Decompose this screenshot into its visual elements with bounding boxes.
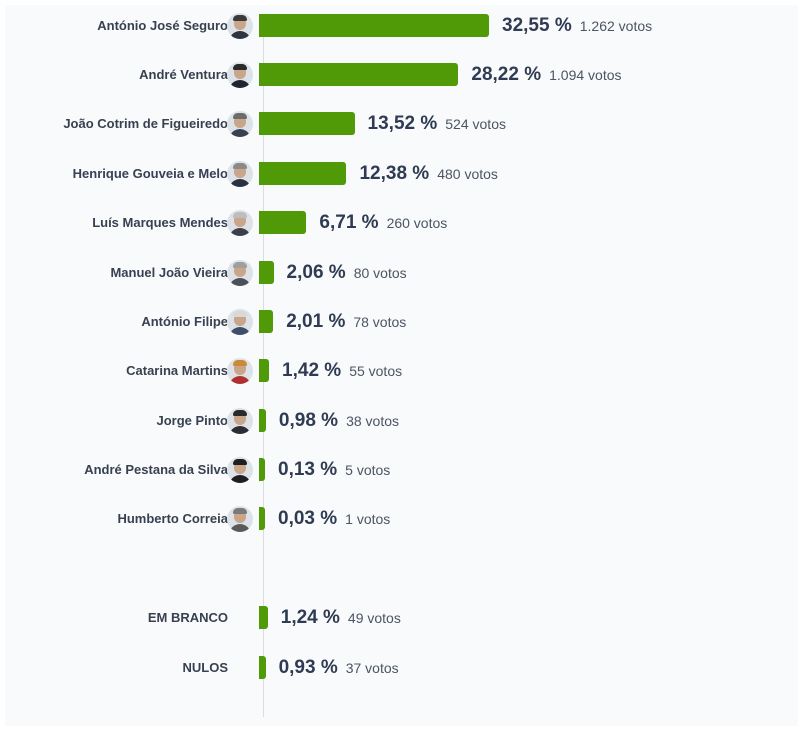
- percent-label: 2,06 %: [286, 262, 346, 283]
- votes-label: 80 votos: [353, 265, 407, 281]
- percent-label: 12,38 %: [359, 163, 430, 184]
- candidate-name: NULOS: [182, 660, 229, 675]
- votes-label: 524 votos: [445, 116, 506, 132]
- result-bar: [259, 112, 355, 135]
- candidate-photo: [227, 506, 253, 532]
- result-labels: 28,22 % 1.094 votos: [471, 55, 621, 95]
- result-bar: [259, 606, 268, 629]
- percent-label: 13,52 %: [367, 113, 438, 134]
- candidate-name: Humberto Correia: [117, 511, 228, 526]
- result-labels: 1,42 % 55 votos: [282, 351, 402, 391]
- candidate-photo: [227, 358, 253, 384]
- result-row: João Cotrim de Figueiredo 13,52 % 524 voto…: [5, 104, 798, 144]
- percent-label: 1,24 %: [280, 607, 340, 628]
- result-row: NULOS 0,93 % 37 votos: [5, 648, 798, 688]
- result-labels: 0,98 % 38 votos: [279, 401, 399, 441]
- result-bar: [259, 261, 274, 284]
- results-panel: António José Seguro 32,55 % 1.262 votos And…: [5, 5, 798, 726]
- result-bar: [259, 656, 266, 679]
- candidate-photo: [227, 260, 253, 286]
- candidate-name: Luís Marques Mendes: [92, 215, 228, 230]
- candidate-photo: [227, 408, 253, 434]
- votes-label: 38 votos: [346, 413, 400, 429]
- result-row: Jorge Pinto 0,98 % 38 votos: [5, 401, 798, 441]
- result-row: Luís Marques Mendes 6,71 % 260 votos: [5, 203, 798, 243]
- result-bar: [259, 458, 265, 481]
- candidate-name: Catarina Martins: [126, 363, 228, 378]
- result-row: Manuel João Vieira 2,06 % 80 votos: [5, 253, 798, 293]
- candidate-name: António José Seguro: [97, 18, 228, 33]
- percent-label: 2,01 %: [286, 311, 346, 332]
- votes-label: 37 votos: [345, 660, 399, 676]
- candidate-name: EM BRANCO: [147, 610, 228, 625]
- candidate-name: João Cotrim de Figueiredo: [63, 116, 228, 131]
- votes-label: 55 votos: [349, 363, 403, 379]
- result-labels: 6,71 % 260 votos: [319, 203, 447, 243]
- result-row: Humberto Correia 0,03 % 1 votos: [5, 499, 798, 539]
- candidate-photo: [227, 13, 253, 39]
- percent-label: 6,71 %: [319, 212, 379, 233]
- candidate-photo: [227, 62, 253, 88]
- result-bar: [259, 507, 265, 530]
- candidate-name: André Pestana da Silva: [84, 462, 228, 477]
- result-row: André Ventura 28,22 % 1.094 votos: [5, 55, 798, 95]
- result-row: Catarina Martins 1,42 % 55 votos: [5, 351, 798, 391]
- result-labels: 0,93 % 37 votos: [279, 648, 399, 688]
- result-labels: 2,01 % 78 votos: [286, 302, 406, 342]
- votes-label: 1 votos: [345, 511, 391, 527]
- result-row: André Pestana da Silva 0,13 % 5 votos: [5, 450, 798, 490]
- result-labels: 12,38 % 480 votos: [359, 154, 497, 194]
- candidate-photo: [227, 161, 253, 187]
- result-labels: 1,24 % 49 votos: [281, 598, 401, 638]
- candidate-photo: [227, 457, 253, 483]
- result-row: Henrique Gouveia e Melo 12,38 % 480 votos: [5, 154, 798, 194]
- candidate-photo: [227, 210, 253, 236]
- votes-label: 1.094 votos: [549, 67, 622, 83]
- result-bar: [259, 211, 307, 234]
- result-row: António Filipe 2,01 % 78 votos: [5, 302, 798, 342]
- result-row: EM BRANCO 1,24 % 49 votos: [5, 598, 798, 638]
- votes-label: 260 votos: [386, 215, 448, 231]
- candidate-name: Jorge Pinto: [156, 413, 228, 428]
- percent-label: 28,22 %: [471, 64, 542, 85]
- votes-label: 480 votos: [437, 166, 498, 182]
- votes-label: 5 votos: [345, 462, 391, 478]
- candidate-name: Henrique Gouveia e Melo: [72, 166, 228, 181]
- result-labels: 32,55 % 1.262 votos: [502, 6, 652, 46]
- candidate-photo: [227, 309, 253, 335]
- candidate-name: Manuel João Vieira: [110, 265, 228, 280]
- votes-label: 1.262 votos: [579, 18, 653, 34]
- result-labels: 0,13 % 5 votos: [278, 450, 390, 490]
- percent-label: 1,42 %: [282, 360, 342, 381]
- result-row: António José Seguro 32,55 % 1.262 votos: [5, 6, 798, 46]
- result-bar: [259, 409, 266, 432]
- result-labels: 0,03 % 1 votos: [278, 499, 390, 539]
- result-labels: 2,06 % 80 votos: [287, 253, 407, 293]
- percent-label: 0,13 %: [278, 459, 338, 480]
- votes-label: 49 votos: [347, 610, 401, 626]
- percent-label: 0,03 %: [278, 508, 338, 529]
- result-bar: [259, 162, 347, 185]
- candidate-photo: [227, 111, 253, 137]
- result-labels: 13,52 % 524 votos: [368, 104, 506, 144]
- result-bar: [259, 14, 489, 37]
- candidate-name: André Ventura: [139, 67, 228, 82]
- percent-label: 0,93 %: [278, 657, 338, 678]
- votes-label: 78 votos: [353, 314, 407, 330]
- result-bar: [259, 63, 459, 86]
- result-bar: [259, 359, 270, 382]
- percent-label: 0,98 %: [278, 410, 339, 431]
- candidate-name: António Filipe: [141, 314, 228, 329]
- percent-label: 32,55 %: [502, 15, 572, 36]
- result-bar: [259, 310, 274, 333]
